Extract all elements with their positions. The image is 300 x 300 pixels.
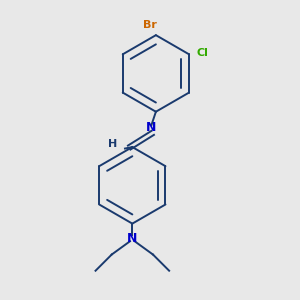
Text: N: N [127, 232, 137, 245]
Text: H: H [108, 139, 118, 149]
Text: N: N [146, 122, 157, 134]
Text: Cl: Cl [196, 48, 208, 58]
Text: Br: Br [143, 20, 157, 30]
